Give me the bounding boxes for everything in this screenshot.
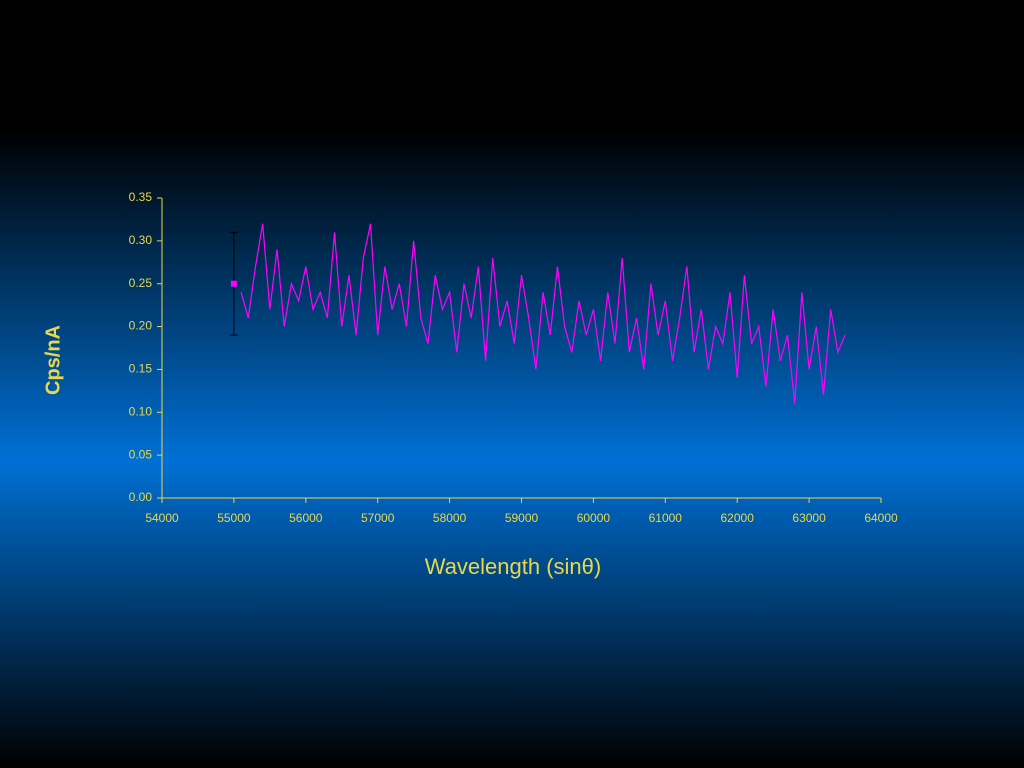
- data-line: [240, 223, 846, 404]
- y-tick-label: 0.05: [129, 447, 153, 461]
- x-tick-label: 63000: [792, 511, 826, 525]
- x-tick-label: 62000: [721, 511, 755, 525]
- y-tick-label: 0.00: [129, 490, 153, 504]
- x-tick-label: 57000: [361, 511, 395, 525]
- x-tick-label: 54000: [145, 511, 179, 525]
- x-tick-label: 55000: [217, 511, 251, 525]
- x-tick-label: 61000: [649, 511, 683, 525]
- y-tick-label: 0.30: [129, 233, 153, 247]
- y-tick-label: 0.25: [129, 276, 153, 290]
- x-tick-label: 58000: [433, 511, 467, 525]
- y-tick-label: 0.10: [129, 404, 153, 418]
- y-tick-label: 0.15: [129, 362, 153, 376]
- point: [230, 280, 237, 287]
- x-tick-label: 64000: [864, 511, 898, 525]
- x-tick-label: 59000: [505, 511, 539, 525]
- x-tick-label: 56000: [289, 511, 323, 525]
- x-tick-label: 60000: [577, 511, 611, 525]
- x-axis-label: Wavelength (sinθ): [425, 554, 601, 579]
- y-tick-label: 0.35: [129, 190, 153, 204]
- y-tick-label: 0.20: [129, 319, 153, 333]
- y-axis-label: Cps/nA: [42, 325, 64, 395]
